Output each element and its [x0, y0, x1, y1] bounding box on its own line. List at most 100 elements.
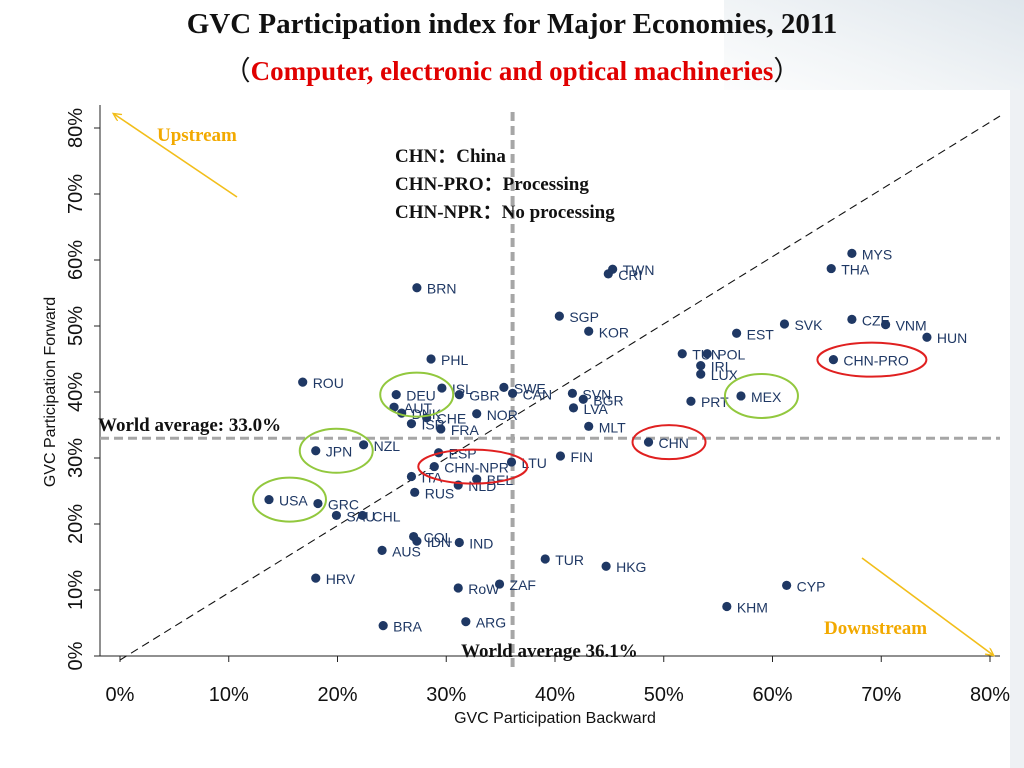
data-point [601, 561, 611, 571]
data-point [429, 461, 439, 472]
upstream-label: Upstream [157, 125, 237, 146]
point-label: PRT [701, 394, 729, 410]
data-point [696, 369, 706, 379]
point-label: IDN [427, 534, 451, 550]
point-label: CHN [659, 435, 689, 451]
data-point [472, 474, 482, 484]
data-point [437, 383, 447, 393]
x-tick-label: 70% [861, 684, 901, 706]
data-point [436, 424, 446, 434]
data-point [359, 440, 369, 450]
data-point [578, 394, 588, 404]
highlight-ellipse [816, 341, 928, 378]
data-point [331, 510, 342, 521]
subtitle-open-paren: （ [223, 56, 251, 86]
y-tick-label: 80% [65, 108, 87, 148]
data-point [378, 621, 388, 631]
data-point [461, 617, 471, 627]
data-point [426, 354, 436, 364]
data-point [826, 263, 836, 274]
x-tick-label: 60% [752, 684, 792, 706]
y-tick-label: 0% [65, 641, 87, 670]
data-point [554, 311, 564, 321]
data-point [847, 248, 857, 258]
point-label: FRA [451, 422, 480, 438]
point-label: IRL [711, 359, 733, 375]
point-label: BRN [427, 281, 457, 297]
point-label: ARG [476, 615, 506, 631]
point-label: TWN [623, 262, 655, 278]
point-label: FIN [570, 449, 593, 465]
point-label: THA [841, 262, 870, 278]
data-point [881, 320, 891, 330]
data-point [412, 536, 422, 546]
data-point [377, 545, 387, 556]
diagonal-line [119, 115, 1001, 661]
x-tick-label: 80% [970, 684, 1010, 706]
point-label: CYP [797, 578, 826, 594]
point-label: HRV [326, 571, 356, 587]
point-label: BGR [593, 392, 623, 408]
point-label: HKG [616, 559, 646, 575]
chart-title: GVC Participation index for Major Econom… [186, 8, 838, 40]
x-axis-title: GVC Participation Backward [454, 710, 656, 727]
data-point [779, 319, 790, 329]
point-label: USA [279, 493, 308, 509]
downstream-arrow [861, 557, 993, 655]
data-point [722, 601, 732, 612]
point-label: RoW [468, 581, 500, 597]
y-tick-label: 30% [65, 438, 87, 478]
data-point [643, 437, 654, 447]
y-tick-label: 20% [65, 504, 87, 544]
point-label: VNM [896, 318, 927, 334]
point-label: NLD [468, 478, 496, 494]
data-point [298, 377, 308, 387]
data-point [389, 402, 399, 412]
data-point [847, 314, 857, 324]
point-label: CRI [618, 267, 642, 283]
data-point [686, 396, 696, 406]
decorative-strip [1010, 90, 1024, 768]
y-tick-label: 70% [65, 174, 87, 214]
data-point [702, 349, 712, 359]
x-tick-label: 30% [426, 684, 466, 706]
subtitle-close-paren: ） [773, 56, 801, 86]
point-label: GBR [469, 388, 499, 404]
point-label: ROU [313, 375, 344, 391]
highlight-ellipse [251, 476, 327, 523]
data-point [540, 554, 550, 564]
point-label: SWE [514, 380, 546, 396]
data-point [454, 390, 464, 400]
data-point [499, 382, 509, 392]
point-label: CAN [523, 386, 553, 402]
highlight-ellipse [298, 427, 374, 474]
data-point [357, 510, 368, 521]
point-label: NOR [487, 407, 518, 423]
point-label: AUS [392, 543, 421, 559]
point-label: IND [469, 535, 493, 551]
point-label: AUT [404, 400, 432, 416]
data-point [410, 487, 420, 497]
highlight-ellipse [631, 424, 707, 461]
data-point [696, 361, 706, 371]
point-label: ZAF [510, 577, 536, 593]
point-label: RUS [425, 485, 455, 501]
point-label: MYS [862, 246, 892, 262]
data-point [828, 355, 839, 365]
data-point [406, 471, 417, 482]
point-label: BRA [393, 619, 422, 635]
point-label: TUR [555, 552, 584, 568]
point-label: BEL [487, 472, 514, 488]
point-label: COL [424, 530, 453, 546]
data-point [506, 457, 517, 467]
point-label: LUX [711, 367, 739, 383]
data-point [555, 451, 566, 461]
data-point [677, 349, 687, 359]
x-tick-label: 0% [106, 684, 135, 706]
data-point [584, 326, 594, 336]
data-point [412, 283, 422, 293]
data-point [922, 332, 932, 342]
y-tick-label: 10% [65, 570, 87, 610]
point-label: CHN-PRO [843, 353, 908, 369]
